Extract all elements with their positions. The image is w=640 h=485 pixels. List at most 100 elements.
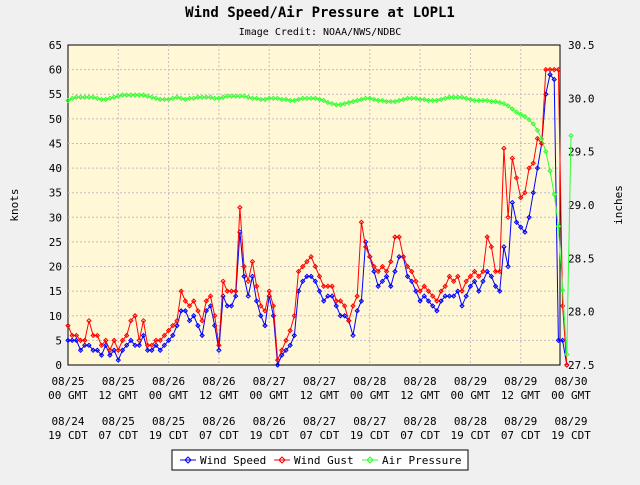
- data-point: [111, 94, 117, 100]
- data-point: [547, 168, 553, 174]
- data-point: [312, 278, 319, 285]
- data-point: [450, 293, 457, 299]
- x-tick-label: 07 CDT: [98, 429, 138, 442]
- data-point: [329, 100, 335, 107]
- y-axis-right-label: inches: [612, 185, 625, 225]
- data-point: [358, 219, 365, 225]
- data-point: [207, 293, 214, 299]
- data-point: [467, 273, 474, 280]
- data-point: [153, 95, 159, 102]
- legend-marker: [278, 456, 286, 464]
- data-point: [304, 258, 310, 265]
- x-tick-label: 12 GMT: [300, 389, 340, 402]
- data-point: [157, 347, 163, 353]
- data-point: [509, 199, 516, 206]
- data-point: [140, 332, 147, 339]
- data-point: [73, 94, 80, 100]
- data-point: [522, 113, 528, 120]
- data-point: [497, 99, 503, 106]
- data-point: [375, 268, 381, 275]
- data-point: [283, 96, 289, 103]
- data-point: [534, 127, 541, 134]
- data-point: [513, 219, 520, 225]
- data-point: [77, 337, 84, 344]
- data-point: [333, 102, 339, 108]
- data-point: [170, 332, 176, 339]
- data-point: [90, 94, 96, 100]
- data-point: [165, 96, 172, 103]
- data-point: [434, 308, 440, 314]
- data-point: [170, 95, 176, 102]
- data-point: [132, 92, 138, 98]
- data-point: [417, 298, 423, 304]
- data-point: [505, 263, 511, 270]
- data-point: [123, 342, 130, 349]
- data-point: [241, 93, 247, 99]
- data-point: [417, 96, 423, 103]
- data-point: [471, 278, 478, 285]
- data-point: [517, 194, 524, 201]
- data-point: [450, 278, 457, 285]
- data-point: [320, 298, 327, 304]
- data-point: [392, 234, 398, 240]
- y-left-tick-label: 25: [49, 236, 62, 249]
- data-point: [371, 268, 377, 275]
- data-point: [350, 303, 356, 309]
- data-point: [295, 96, 302, 103]
- data-point: [320, 283, 327, 289]
- data-point: [480, 278, 486, 285]
- data-point: [300, 95, 306, 102]
- data-point: [287, 342, 293, 349]
- data-point: [98, 352, 105, 358]
- data-point: [107, 95, 113, 102]
- data-point: [530, 189, 536, 196]
- data-point: [216, 342, 222, 349]
- data-point: [476, 288, 482, 294]
- x-tick-label: 19 CDT: [350, 429, 390, 442]
- data-point: [249, 273, 256, 280]
- data-point: [400, 96, 407, 103]
- data-point: [132, 313, 138, 319]
- data-point: [199, 94, 205, 100]
- data-point: [325, 293, 331, 299]
- x-tick-label: 00 GMT: [350, 389, 390, 402]
- data-point: [174, 94, 180, 100]
- data-point: [153, 337, 159, 344]
- x-tick-label: 08/27: [303, 415, 336, 428]
- data-point: [463, 95, 469, 102]
- data-point: [111, 337, 117, 344]
- data-point: [65, 322, 71, 329]
- data-point: [161, 332, 168, 339]
- data-point: [241, 273, 247, 280]
- data-point: [400, 253, 407, 260]
- data-point: [559, 337, 566, 344]
- x-tick-label: 07 CDT: [199, 429, 239, 442]
- data-point: [379, 278, 386, 285]
- data-point: [191, 313, 197, 319]
- data-point: [207, 94, 214, 100]
- y-left-tick-label: 65: [49, 39, 62, 52]
- data-point: [509, 106, 516, 112]
- data-point: [555, 66, 562, 73]
- data-point: [216, 95, 222, 102]
- y-left-tick-label: 45: [49, 137, 62, 150]
- data-point: [178, 95, 184, 102]
- data-point: [304, 95, 310, 102]
- data-point: [291, 332, 298, 339]
- x-tick-label: 08/25: [102, 415, 135, 428]
- data-point: [98, 342, 105, 349]
- data-point: [329, 283, 335, 289]
- data-point: [82, 337, 88, 344]
- data-point: [551, 76, 557, 83]
- data-point: [182, 308, 189, 314]
- data-point: [388, 98, 394, 105]
- data-point: [249, 258, 256, 265]
- data-point: [253, 298, 260, 304]
- x-tick-label: 19 CDT: [451, 429, 491, 442]
- data-point: [144, 347, 151, 353]
- data-point: [140, 317, 147, 324]
- data-point: [186, 303, 193, 309]
- data-point: [128, 337, 134, 344]
- data-point: [77, 94, 84, 100]
- legend-marker: [366, 456, 374, 464]
